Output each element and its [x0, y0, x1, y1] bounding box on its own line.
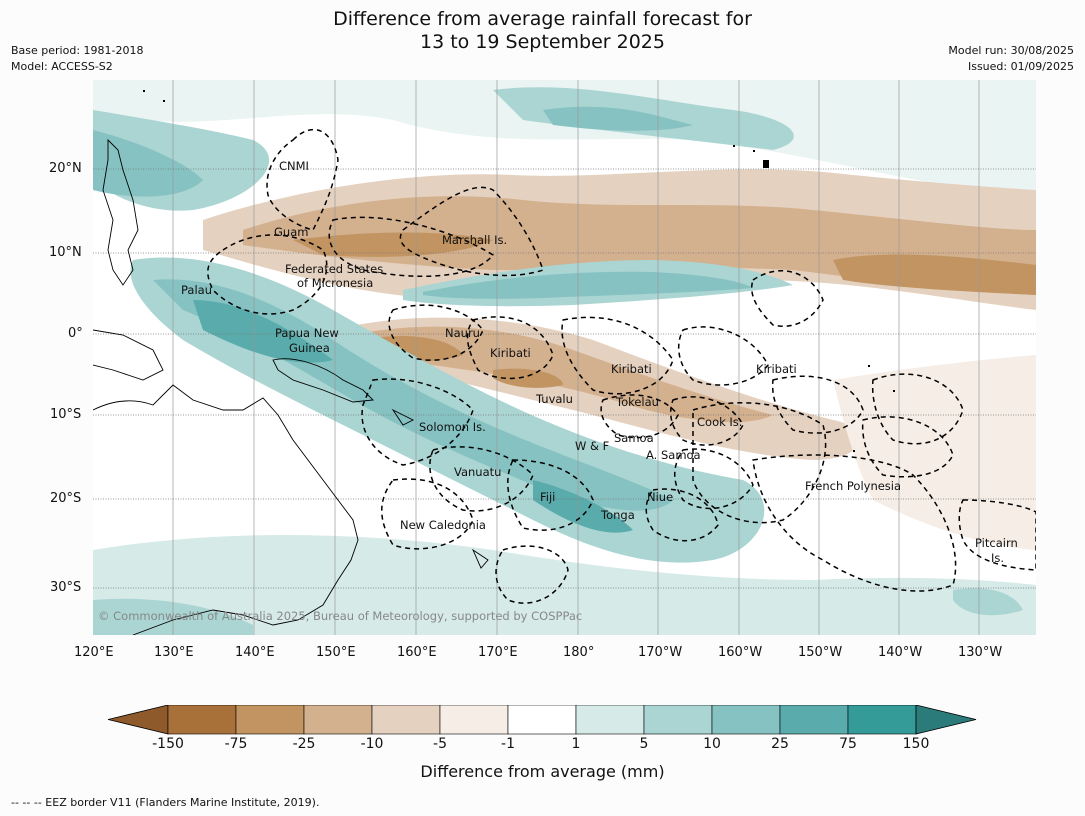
- eez-footnote: -- -- -- EEZ border V11 (Flanders Marine…: [11, 796, 320, 809]
- colorbar-tick-label: 1: [571, 736, 581, 752]
- lon-label-130w: 130°W: [958, 645, 1003, 660]
- lon-label-120e: 120°E: [74, 645, 114, 660]
- map-canvas: [93, 80, 1036, 635]
- colorbar-tick-label: -1: [501, 736, 515, 752]
- model-text: Model: ACCESS-S2: [11, 60, 113, 73]
- place-label-png-line1: Papua New: [275, 326, 339, 340]
- colorbar-segment: [439, 705, 509, 735]
- colorbar-tick-label: -10: [360, 736, 384, 752]
- place-label-solomon-islands: Solomon Is.: [419, 420, 486, 434]
- lat-label-20s: 20°S: [50, 491, 82, 506]
- place-label-vanuatu: Vanuatu: [454, 465, 502, 479]
- place-label-pitcairn-line2: Is.: [991, 551, 1005, 565]
- lat-label-10s: 10°S: [50, 407, 82, 422]
- lon-label-150e: 150°E: [316, 645, 356, 660]
- place-label-png-line2: Guinea: [289, 341, 330, 355]
- issued-text: Issued: 01/09/2025: [967, 60, 1074, 73]
- lon-label-140w: 140°W: [878, 645, 923, 660]
- place-label-palau: Palau: [181, 283, 212, 297]
- map-title-line1: Difference from average rainfall forecas…: [333, 8, 752, 30]
- colorbar-segment: [643, 705, 713, 735]
- colorbar-segment: [167, 705, 237, 735]
- lat-label-30s: 30°S: [50, 580, 82, 595]
- place-label-new-caledonia: New Caledonia: [400, 518, 486, 532]
- lon-label-130e: 130°E: [154, 645, 194, 660]
- model-run-text: Model run: 30/08/2025: [948, 44, 1074, 57]
- colorbar-segment: [575, 705, 645, 735]
- colorbar-segment: [779, 705, 849, 735]
- place-label-fsm-line2: of Micronesia: [297, 276, 374, 290]
- place-label-guam: Guam: [274, 225, 309, 239]
- colorbar-segment: [303, 705, 373, 735]
- lon-label-140e: 140°E: [235, 645, 275, 660]
- colorbar: [108, 705, 977, 735]
- colorbar-segment: [371, 705, 441, 735]
- lat-label-20n: 20°N: [49, 161, 82, 176]
- lon-label-160w: 160°W: [718, 645, 763, 660]
- place-label-cook-islands: Cook Is.: [697, 415, 743, 429]
- colorbar-tick-label: -150: [152, 736, 184, 752]
- colorbar-tick-label: 10: [703, 736, 721, 752]
- colorbar-tick-label: 75: [839, 736, 857, 752]
- place-label-tonga: Tonga: [601, 508, 635, 522]
- lon-label-150w: 150°W: [798, 645, 843, 660]
- colorbar-segment: [507, 705, 577, 735]
- lat-label-0: 0°: [68, 326, 83, 341]
- place-label-kiribati-east: Kiribati: [756, 362, 797, 376]
- place-label-cnmi: CNMI: [279, 159, 309, 173]
- place-label-kiribati-west: Kiribati: [490, 346, 531, 360]
- place-label-wallis-futuna: W & F: [575, 439, 610, 453]
- colorbar-tick-label: -25: [292, 736, 316, 752]
- place-label-american-samoa: A. Samoa: [646, 448, 701, 462]
- place-label-pitcairn-line1: Pitcairn: [975, 536, 1018, 550]
- colorbar-tick-label: -5: [433, 736, 447, 752]
- place-label-french-polynesia: French Polynesia: [805, 479, 902, 493]
- lon-label-160e: 160°E: [397, 645, 437, 660]
- colorbar-tick-label: 25: [771, 736, 789, 752]
- colorbar-tick-label: 5: [639, 736, 649, 752]
- base-period-text: Base period: 1981-2018: [11, 44, 144, 57]
- colorbar-under-arrow: [108, 705, 169, 735]
- place-label-nauru: Nauru: [445, 326, 480, 340]
- place-label-fsm-line1: Federated States: [285, 262, 384, 276]
- colorbar-segment: [235, 705, 305, 735]
- place-label-fiji: Fiji: [540, 490, 556, 504]
- colorbar-segment: [711, 705, 781, 735]
- place-label-samoa: Samoa: [614, 431, 654, 445]
- colorbar-label: Difference from average (mm): [420, 762, 665, 781]
- colorbar-tick-label: -75: [224, 736, 248, 752]
- map-title-line2: 13 to 19 September 2025: [420, 31, 665, 53]
- rainfall-map: [93, 80, 1036, 635]
- colorbar-tick-label: 150: [902, 736, 930, 752]
- lat-label-10n: 10°N: [49, 245, 82, 260]
- colorbar-segment: [847, 705, 917, 735]
- place-label-tuvalu: Tuvalu: [536, 392, 573, 406]
- place-label-niue: Niue: [647, 490, 674, 504]
- place-label-marshall-islands: Marshall Is.: [442, 233, 508, 247]
- place-label-tokelau: Tokelau: [616, 395, 659, 409]
- lon-label-170w: 170°W: [638, 645, 683, 660]
- copyright-text: © Commonwealth of Australia 2025, Bureau…: [98, 609, 583, 623]
- colorbar-over-arrow: [915, 705, 977, 735]
- lon-label-180: 180°: [563, 645, 595, 660]
- lon-label-170e: 170°E: [478, 645, 518, 660]
- place-label-kiribati-central: Kiribati: [611, 362, 652, 376]
